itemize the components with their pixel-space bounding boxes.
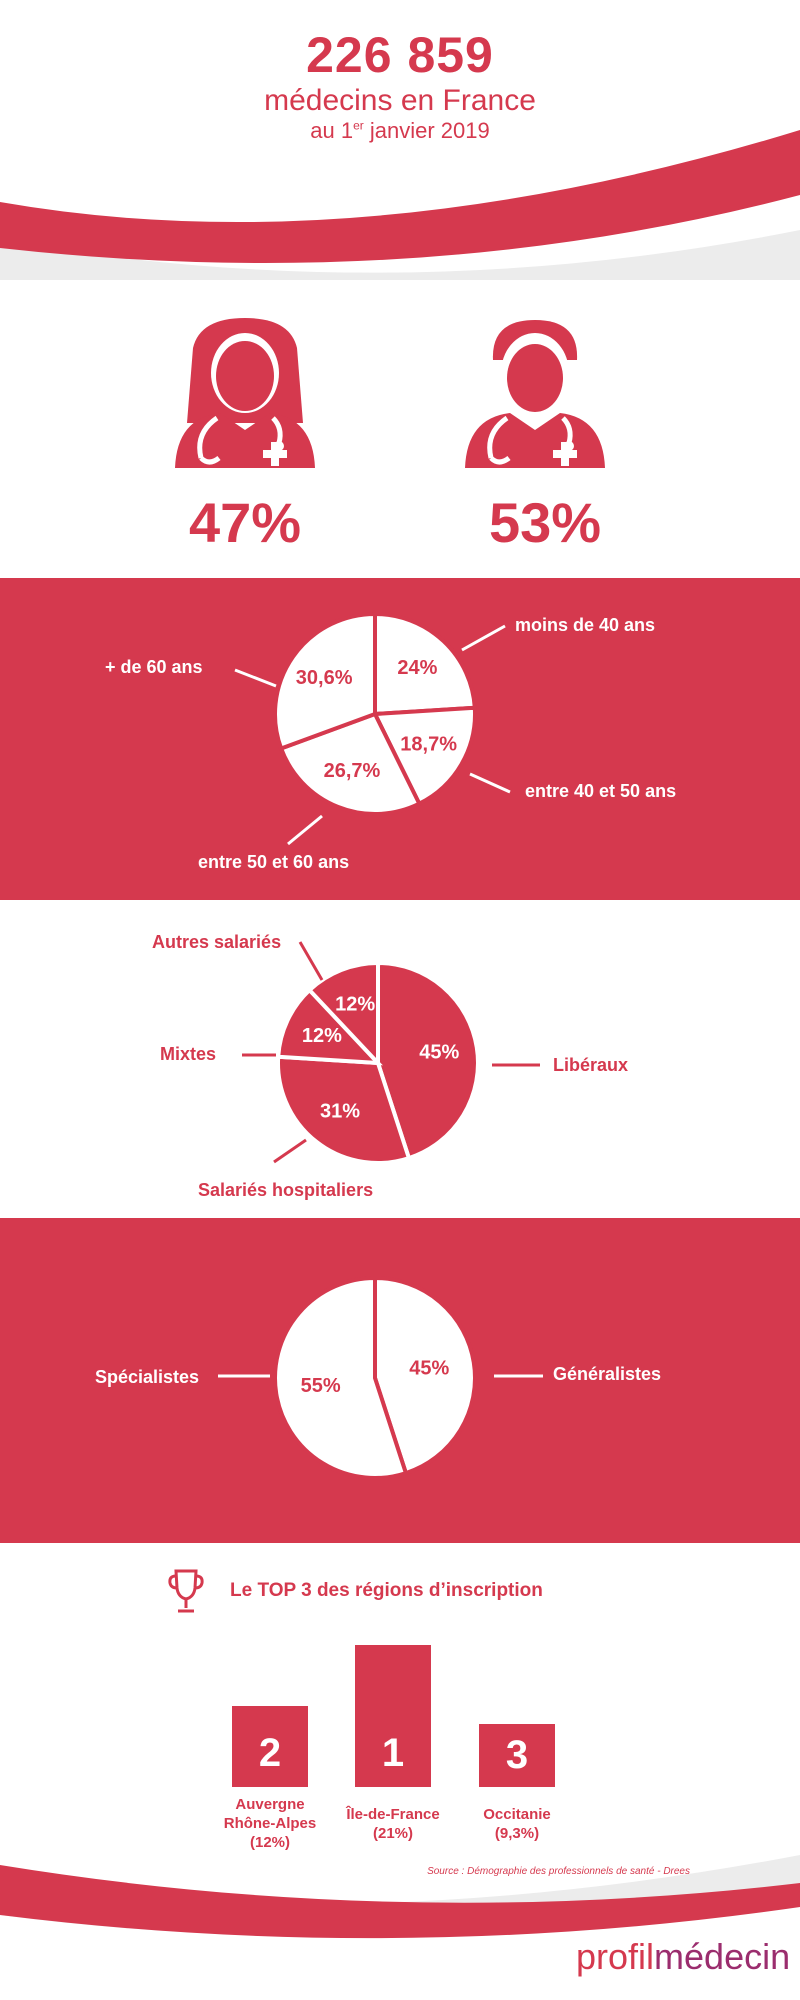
date-sup: er [353, 118, 364, 133]
leader-line-1 [469, 772, 511, 794]
pie-slice-label-1: 55% [301, 1375, 341, 1397]
trophy-icon [168, 1569, 204, 1613]
women-percentage: 47% [188, 491, 302, 554]
region-pct: (12%) [249, 1834, 290, 1851]
rank-bar-1: 1 [355, 1645, 431, 1787]
male-doctor-icon [465, 320, 605, 468]
logo-part1: profil [576, 1936, 655, 1977]
header-wave [0, 130, 800, 280]
rank-number: 3 [505, 1733, 529, 1777]
date-prefix: au 1 [310, 118, 354, 143]
status-label-liberaux: Libéraux [553, 1055, 629, 1075]
pie-slice-2 [278, 711, 422, 816]
region-name-line1: Île-de-France [346, 1806, 440, 1823]
region-name-line1: Occitanie [483, 1806, 551, 1823]
pie-slice-label-0: 24% [397, 657, 437, 679]
date-line: au 1er janvier 2019 [0, 118, 800, 144]
rank-bar-2: 2 [232, 1706, 308, 1787]
pie-slice-3 [306, 960, 380, 1069]
pie-slice-2 [276, 987, 383, 1066]
pie-slice-3 [273, 611, 377, 752]
pie-slice-1 [273, 1275, 409, 1480]
age-label-40-50: entre 40 et 50 ans [525, 781, 677, 801]
pie-slice-label-0: 45% [409, 1358, 449, 1380]
status-label-autres: Autres salariés [152, 932, 282, 952]
region-label-2: Auvergne Rhône-Alpes (12%) [200, 1795, 340, 1852]
footer-wave [0, 1855, 800, 1939]
pie-slice-label-1: 18,7% [400, 733, 457, 755]
leader-line-1 [273, 1138, 307, 1164]
age-label-50-60: entre 50 et 60 ans [198, 852, 350, 872]
pie-slice-label-2: 12% [302, 1025, 342, 1047]
age-label-under-40: moins de 40 ans [515, 615, 656, 635]
pie-slice-1 [371, 705, 477, 807]
specialty-pie-chart: 45% 55% [218, 1275, 543, 1480]
pie-slice-label-0: 45% [419, 1042, 459, 1064]
page-subtitle: médecins en France [264, 84, 536, 117]
men-percentage: 53% [488, 491, 602, 554]
leader-line-3 [298, 941, 324, 981]
source-note: Source : Démographie des professionnels … [427, 1866, 690, 1877]
top3-bar-chart: 2 1 3 [0, 1600, 800, 1790]
pie-slice-0 [373, 611, 477, 717]
pie-slice-label-3: 30,6% [296, 667, 353, 689]
leader-line-2 [287, 814, 323, 846]
region-label-1: Île-de-France (21%) [323, 1805, 463, 1843]
pie-slice-label-1: 31% [320, 1100, 360, 1122]
region-name-line2: Rhône-Alpes [223, 1815, 317, 1832]
status-label-hospital: Salariés hospitaliers [198, 1180, 374, 1200]
pie-slice-label-3: 12% [335, 994, 375, 1016]
region-label-3: Occitanie (9,3%) [447, 1805, 587, 1843]
region-pct: (9,3%) [494, 1825, 540, 1842]
female-doctor-icon [175, 318, 315, 468]
rank-bar-3: 3 [479, 1724, 555, 1787]
leader-line-3 [234, 668, 277, 688]
age-pie-chart: 24% 18,7% 26,7% 30,6% [234, 611, 511, 846]
pie-slice-1 [276, 1054, 412, 1165]
pie-slice-0 [376, 960, 480, 1161]
region-pct: (21%) [372, 1825, 413, 1842]
age-label-over-60: + de 60 ans [105, 657, 203, 677]
date-suffix: janvier 2019 [363, 118, 490, 143]
status-pie-chart: 45% 31% 12% 12% [242, 941, 540, 1165]
rank-number: 2 [258, 1730, 282, 1775]
total-doctors-count: 226 859 [306, 27, 494, 83]
leader-line-0 [461, 624, 506, 652]
logo-part2: médecin [654, 1936, 791, 1977]
region-name-line1: Auvergne [235, 1796, 305, 1813]
top3-title: Le TOP 3 des régions d’inscription [230, 1580, 543, 1601]
specialty-label-specialistes: Spécialistes [95, 1367, 200, 1387]
specialty-label-generalistes: Généralistes [553, 1364, 662, 1384]
pie-slice-0 [373, 1275, 477, 1476]
rank-number: 1 [381, 1730, 405, 1775]
status-label-mixtes: Mixtes [160, 1044, 217, 1064]
pie-slice-label-2: 26,7% [324, 760, 381, 782]
brand-logo: profilmédecin [576, 1936, 790, 1978]
